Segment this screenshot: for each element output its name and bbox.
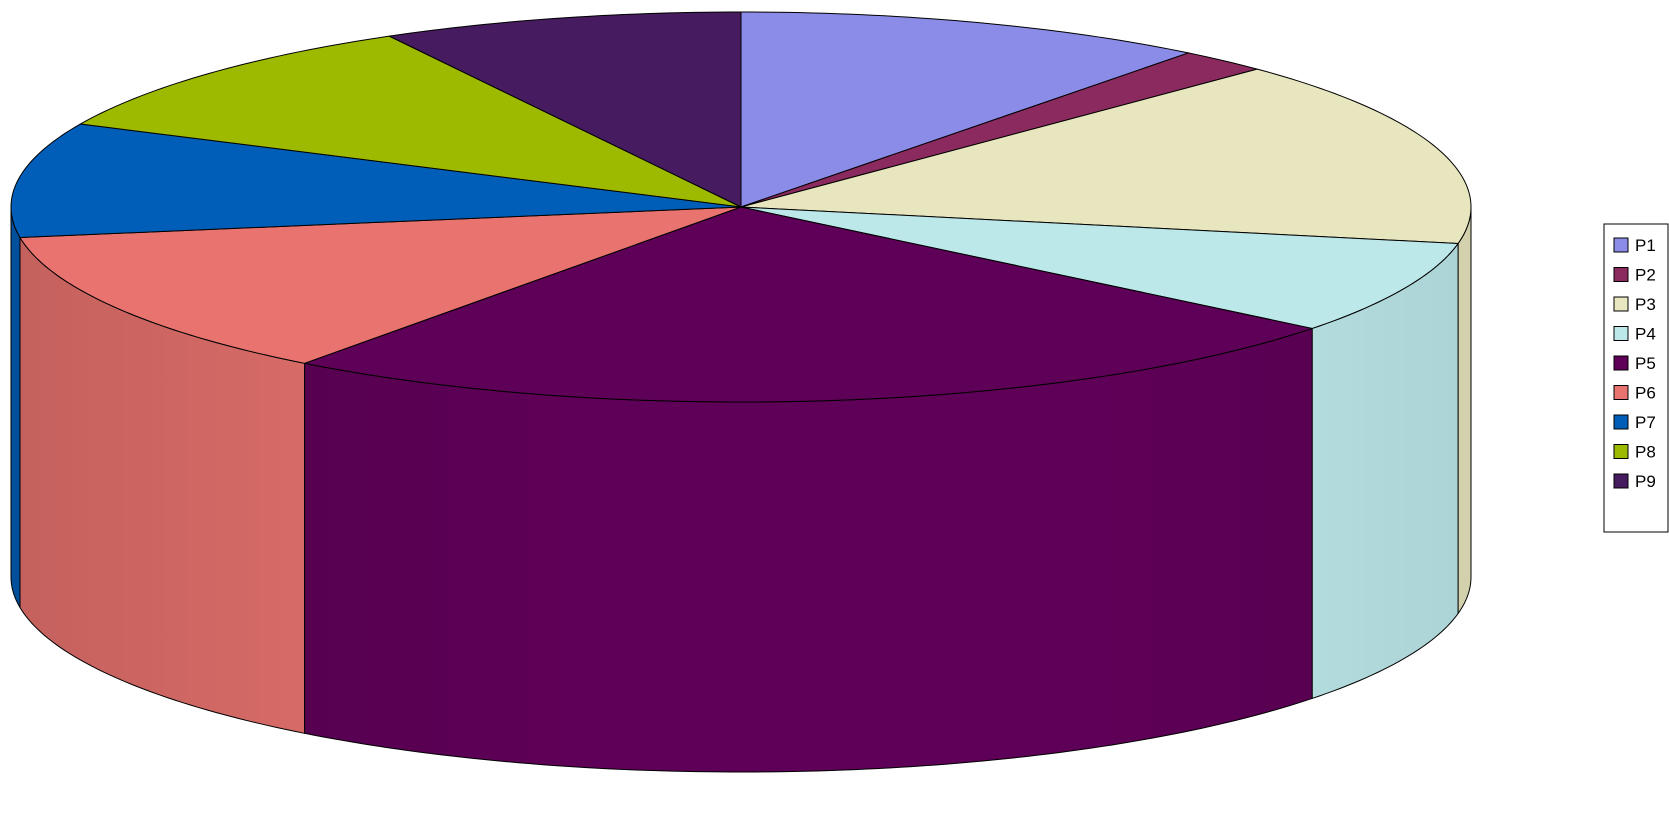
- legend-swatch-p3: [1613, 296, 1629, 312]
- legend-label-p7: P7: [1635, 413, 1656, 432]
- pie-top: [10, 11, 1472, 403]
- legend-label-p2: P2: [1635, 266, 1656, 285]
- legend: P1 P2 P3 P4 P5 P6 P7 P8 P9: [1603, 223, 1669, 533]
- pie-slice-p5: [304, 206, 1313, 403]
- legend-label-p5: P5: [1635, 354, 1656, 373]
- legend-swatch-p2: [1613, 267, 1629, 282]
- pie-slice-p4: [740, 206, 1459, 329]
- legend-label-p3: P3: [1635, 295, 1656, 314]
- legend-label-p4: P4: [1635, 325, 1656, 344]
- legend-label-p1: P1: [1635, 236, 1656, 255]
- legend-swatch-p5: [1613, 355, 1629, 371]
- legend-label-p9: P9: [1635, 472, 1656, 491]
- pie-slice-p9: [388, 11, 742, 208]
- legend-swatch-p7: [1613, 414, 1629, 430]
- legend-label-p6: P6: [1635, 384, 1656, 403]
- legend-label-p8: P8: [1635, 443, 1656, 462]
- pie-slice-p2: [740, 52, 1258, 208]
- legend-swatch-p9: [1613, 473, 1629, 489]
- legend-swatch-p4: [1613, 326, 1629, 341]
- legend-swatch-p6: [1613, 385, 1629, 400]
- pie-slice-p3: [740, 68, 1472, 245]
- legend-swatch-p1: [1613, 237, 1629, 253]
- pie-slice-p1: [740, 11, 1189, 208]
- legend-swatch-p8: [1613, 444, 1629, 459]
- pie-slice-p7: [10, 123, 742, 238]
- pie-slice-p6: [19, 206, 742, 364]
- pie-slice-p8: [79, 35, 742, 208]
